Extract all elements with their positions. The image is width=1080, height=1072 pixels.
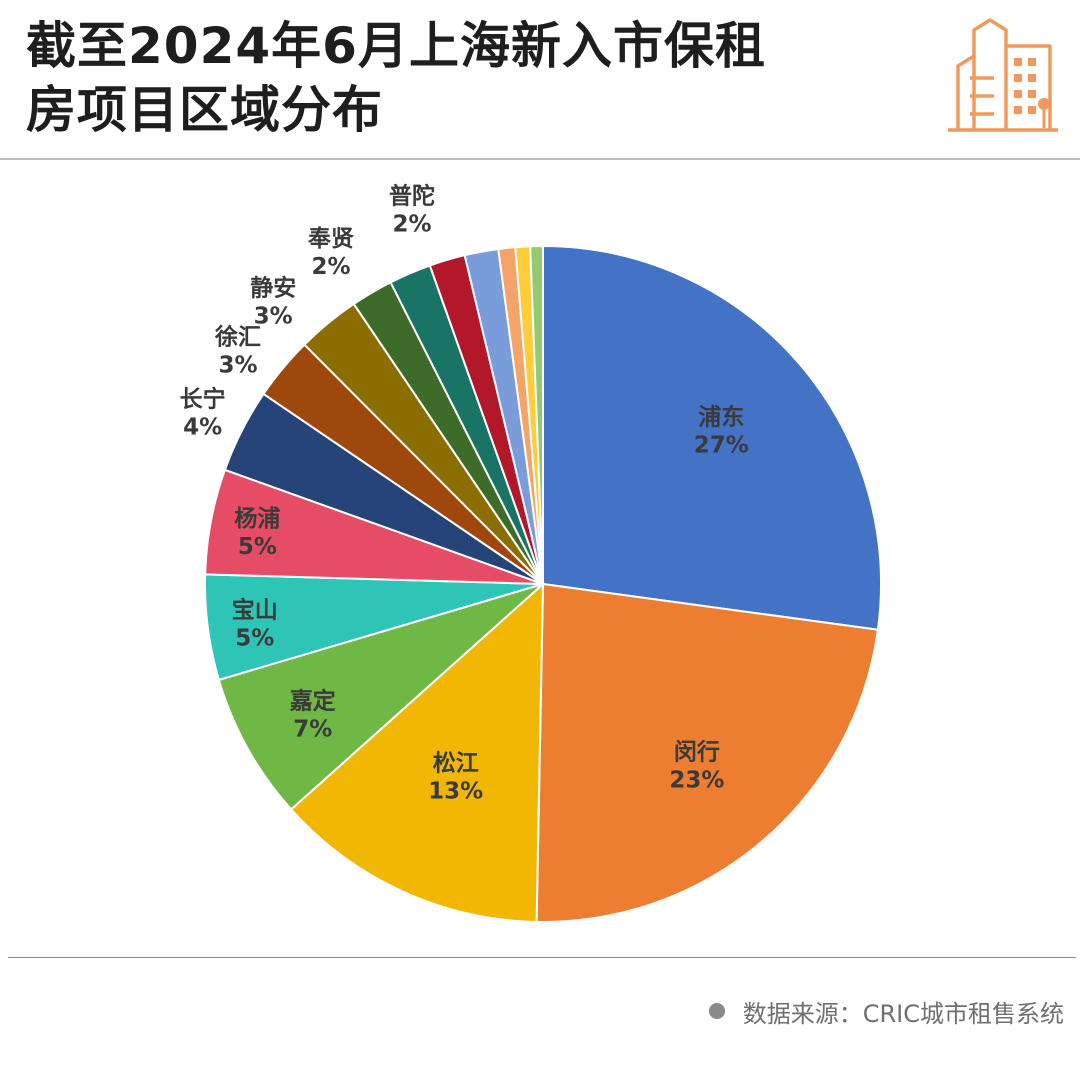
pie-slice-浦东	[542, 244, 882, 631]
slice-value: 27%	[694, 432, 749, 458]
bottom-divider	[8, 957, 1076, 958]
slice-name: 杨浦	[234, 505, 280, 532]
slice-label-杨浦: 杨浦 5%	[234, 505, 280, 560]
slice-name: 嘉定	[290, 687, 336, 714]
slice-value: 3%	[218, 353, 257, 379]
data-source: 数据来源： CRIC城市租售系统	[708, 994, 1064, 1028]
slice-name: 普陀	[389, 182, 435, 209]
slice-value: 7%	[293, 716, 332, 742]
city-buildings-icon	[948, 18, 1058, 132]
bullet-dot-icon	[708, 1003, 725, 1019]
slice-name: 松江	[433, 751, 479, 777]
title-line-2: 房项目区域分布	[26, 81, 383, 139]
slice-name: 静安	[250, 275, 296, 302]
slice-value: 5%	[238, 534, 277, 560]
pie-slice-松江	[289, 581, 545, 923]
slice-name: 闵行	[674, 739, 720, 766]
slice-label-长宁: 长宁 4%	[180, 386, 226, 441]
slice-name: 长宁	[180, 386, 226, 413]
pie-slice-闵行	[535, 582, 880, 923]
slice-name: 徐汇	[214, 324, 261, 351]
top-divider	[0, 158, 1080, 160]
slice-name: 奉贤	[307, 225, 354, 252]
slice-label-浦东: 浦东 27%	[694, 403, 749, 458]
page-title: 截至2024年6月上海新入市保租 房项目区域分布	[26, 14, 926, 142]
slice-value: 23%	[669, 768, 724, 794]
slice-value: 4%	[183, 415, 222, 441]
slice-name: 宝山	[232, 597, 278, 624]
slice-label-嘉定: 嘉定 7%	[290, 687, 336, 742]
source-value: CRIC城市租售系统	[862, 999, 1064, 1028]
slice-label-徐汇: 徐汇 3%	[214, 324, 261, 379]
pie-slice-嘉定	[217, 583, 544, 811]
slice-label-闵行: 闵行 23%	[669, 739, 724, 794]
slice-value: 3%	[254, 304, 293, 330]
slice-value: 2%	[311, 254, 350, 280]
slice-label-松江: 松江 13%	[428, 751, 483, 805]
pie-chart: 浦东 27%闵行 23%松江 13%嘉定 7%宝山 5%杨浦 5%长宁 4%徐汇 3%静安 3%奉…	[180, 182, 882, 923]
slice-value: 5%	[235, 626, 274, 652]
slice-label-静安: 静安 3%	[250, 275, 296, 330]
slice-value: 13%	[428, 779, 483, 805]
slice-label-宝山: 宝山 5%	[232, 597, 278, 652]
source-label: 数据来源：	[742, 999, 863, 1028]
slice-label-普陀: 普陀 2%	[389, 182, 435, 237]
slice-value: 2%	[392, 211, 431, 237]
title-line-1: 截至2024年6月上海新入市保租	[26, 17, 766, 75]
pie-slice-minor-15	[529, 244, 544, 585]
slice-label-奉贤: 奉贤 2%	[307, 225, 354, 280]
slice-name: 浦东	[698, 403, 744, 430]
